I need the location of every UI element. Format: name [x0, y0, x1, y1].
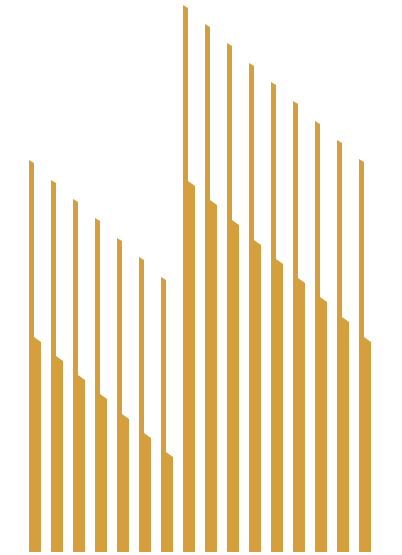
bar: [161, 277, 173, 552]
bar: [183, 5, 195, 552]
bar: [29, 160, 41, 552]
left-bars: [29, 160, 173, 552]
bar: [51, 180, 63, 552]
bar: [315, 121, 327, 552]
bar: [117, 238, 129, 552]
bar: [73, 199, 85, 552]
bar: [337, 140, 349, 552]
bar: [359, 159, 371, 552]
bar: [249, 63, 261, 552]
bar: [139, 257, 151, 552]
bar: [227, 43, 239, 552]
bar: [95, 218, 107, 552]
bar: [271, 82, 283, 552]
bar: [293, 101, 305, 552]
bar: [205, 24, 217, 552]
right-bars: [183, 5, 371, 552]
